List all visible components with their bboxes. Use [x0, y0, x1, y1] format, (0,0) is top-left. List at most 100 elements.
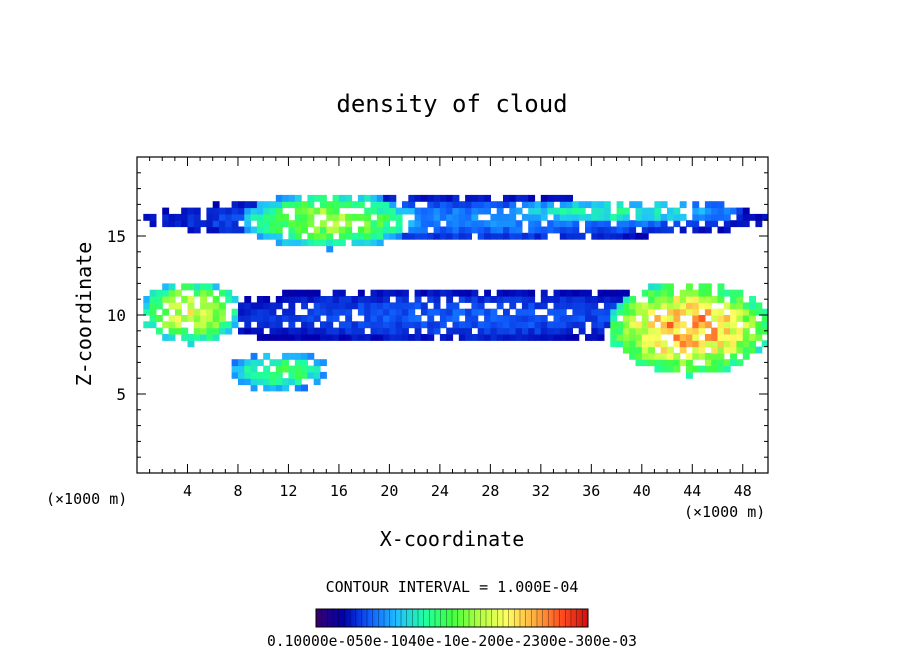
- density-cell: [269, 315, 277, 322]
- density-cell: [439, 232, 447, 240]
- density-cell: [578, 201, 586, 209]
- density-cell: [742, 327, 750, 335]
- density-cell: [320, 194, 327, 202]
- density-cell: [692, 315, 700, 322]
- density-cell: [269, 207, 277, 215]
- density-cell: [206, 315, 214, 322]
- density-cell: [603, 315, 611, 322]
- density-cell: [591, 207, 599, 215]
- density-cell: [660, 289, 668, 297]
- density-cell: [673, 220, 681, 228]
- density-cell: [256, 213, 264, 221]
- density-cell: [244, 315, 252, 322]
- density-cell: [187, 207, 195, 215]
- density-cell: [547, 194, 555, 202]
- density-cell: [641, 289, 649, 297]
- density-cell: [351, 302, 359, 310]
- density-cell: [566, 302, 573, 310]
- density-cell: [370, 232, 378, 240]
- density-cell: [357, 334, 365, 341]
- density-cell: [484, 220, 491, 228]
- density-cell: [723, 315, 731, 322]
- density-cell: [679, 201, 687, 209]
- density-cell: [193, 334, 201, 341]
- density-cell: [427, 315, 435, 322]
- density-cell: [219, 207, 226, 215]
- density-cell: [376, 201, 384, 209]
- density-cell: [402, 201, 409, 209]
- density-cell: [503, 194, 510, 202]
- density-cell: [667, 207, 674, 215]
- density-cell: [490, 226, 498, 234]
- density-cell: [704, 289, 712, 297]
- density-cell: [326, 213, 334, 221]
- density-cell: [540, 315, 548, 322]
- density-cell: [149, 308, 157, 316]
- density-cell: [736, 289, 744, 297]
- density-cell: [660, 346, 668, 354]
- density-cell: [490, 321, 498, 329]
- density-cell: [294, 213, 302, 221]
- density-cell: [338, 308, 346, 316]
- density-cell: [673, 321, 681, 329]
- density-cell: [534, 321, 542, 329]
- density-cell: [181, 207, 189, 215]
- density-cell: [471, 226, 479, 234]
- density-cell: [332, 302, 340, 310]
- density-cell: [288, 352, 296, 360]
- density-cell: [288, 308, 296, 316]
- density-cell: [376, 220, 384, 228]
- density-cell: [282, 384, 289, 392]
- density-cell: [629, 226, 637, 234]
- density-cell: [408, 315, 416, 322]
- density-cell: [206, 302, 214, 310]
- density-cell: [225, 207, 233, 215]
- density-cell: [269, 308, 277, 316]
- density-cell: [275, 232, 283, 240]
- density-cell: [692, 352, 700, 360]
- density-cell: [149, 302, 157, 310]
- density-cell: [667, 302, 674, 310]
- density-cell: [402, 334, 409, 341]
- density-cell: [263, 371, 271, 379]
- density-cell: [446, 308, 454, 316]
- density-cell: [420, 220, 428, 228]
- density-cell: [509, 194, 517, 202]
- density-cell: [231, 201, 239, 209]
- density-cell: [566, 220, 573, 228]
- density-cell: [641, 346, 649, 354]
- density-cell: [433, 302, 441, 310]
- density-cell: [616, 289, 624, 297]
- density-cell: [200, 327, 207, 335]
- density-cell: [717, 327, 725, 335]
- density-cell: [654, 220, 662, 228]
- density-cell: [357, 232, 365, 240]
- density-cell: [648, 346, 655, 354]
- y-axis-unit: (×1000 m): [46, 490, 127, 508]
- density-cell: [326, 207, 334, 215]
- density-cell: [288, 226, 296, 234]
- density-cell: [206, 213, 214, 221]
- density-cell: [345, 232, 353, 240]
- x-tick-label: 16: [330, 482, 348, 500]
- density-cell: [219, 213, 226, 221]
- density-cell: [717, 359, 725, 367]
- density-cell: [414, 213, 422, 221]
- density-cell: [332, 315, 340, 322]
- density-cell: [496, 213, 504, 221]
- density-cell: [294, 289, 302, 297]
- density-cell: [193, 289, 201, 297]
- density-cell: [654, 213, 662, 221]
- density-cell: [370, 289, 378, 297]
- density-cell: [465, 334, 472, 341]
- density-cell: [761, 321, 768, 329]
- density-cell: [742, 213, 750, 221]
- density-cell: [471, 302, 479, 310]
- density-cell: [578, 289, 586, 297]
- density-cell: [736, 327, 744, 335]
- density-cell: [313, 207, 321, 215]
- density-cell: [540, 296, 548, 303]
- density-cell: [250, 226, 258, 234]
- density-cell: [597, 289, 605, 297]
